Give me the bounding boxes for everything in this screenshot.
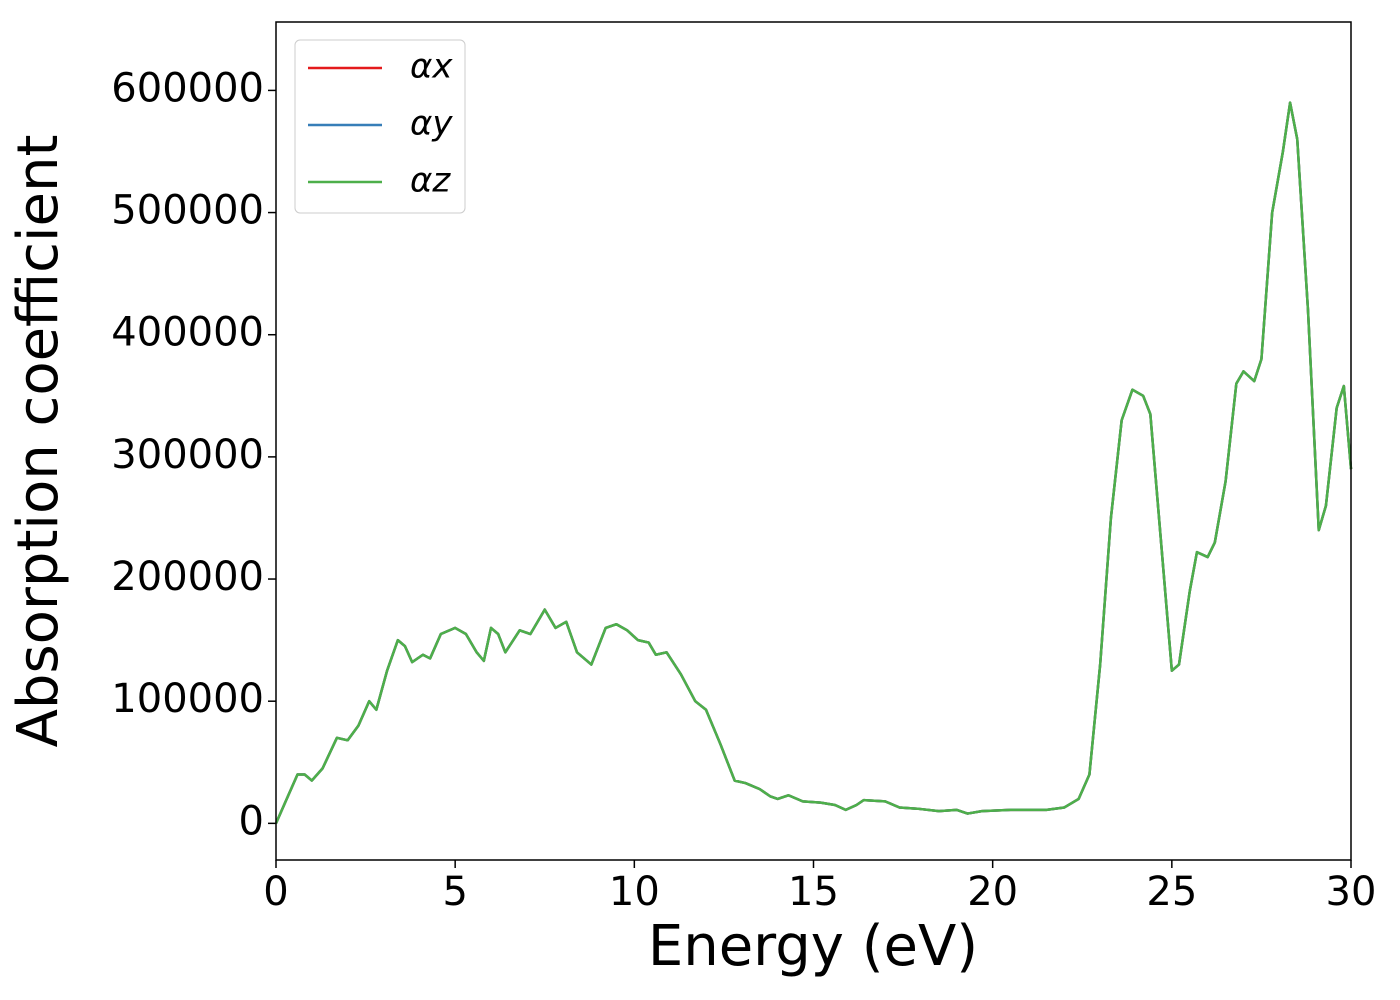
y-tick-label: 600000 bbox=[111, 65, 264, 111]
y-tick-label: 100000 bbox=[111, 676, 264, 722]
x-tick-label: 0 bbox=[263, 869, 288, 915]
plot-frame bbox=[275, 21, 1352, 861]
series-line bbox=[274, 101, 1353, 824]
x-tick-label: 15 bbox=[788, 869, 839, 915]
legend-label: αy bbox=[410, 104, 453, 144]
x-tick-label: 30 bbox=[1326, 869, 1377, 915]
y-tick-label: 500000 bbox=[111, 188, 264, 234]
x-tick-label: 5 bbox=[442, 869, 467, 915]
legend-label: αx bbox=[410, 47, 453, 87]
y-tick-label: 0 bbox=[239, 798, 264, 844]
y-tick-label: 300000 bbox=[111, 432, 264, 478]
y-axis-label: Absorption coefficient bbox=[6, 135, 71, 748]
x-tick-label: 20 bbox=[967, 869, 1018, 915]
x-tick-label: 10 bbox=[609, 869, 660, 915]
x-tick-label: 25 bbox=[1146, 869, 1197, 915]
x-axis-label: Energy (eV) bbox=[648, 914, 978, 979]
legend-label: αz bbox=[410, 161, 451, 201]
y-tick-label: 400000 bbox=[111, 310, 264, 356]
y-tick-label: 200000 bbox=[111, 554, 264, 600]
legend-box bbox=[294, 39, 466, 214]
